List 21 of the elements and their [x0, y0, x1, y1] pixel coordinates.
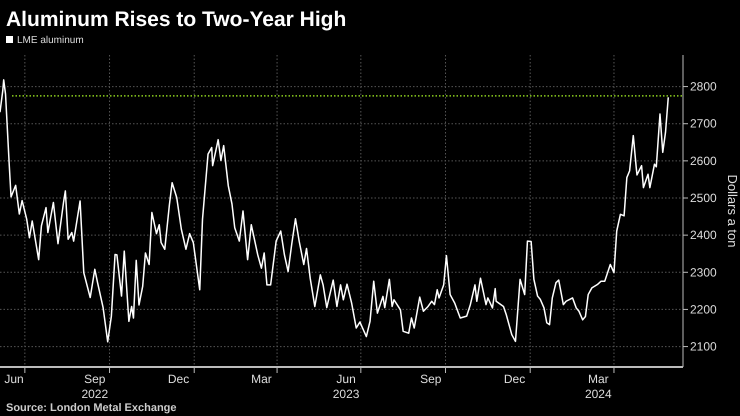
y-tick-label: 2600 — [690, 154, 718, 168]
y-tick-label: 2800 — [690, 80, 718, 94]
y-tick-label: 2500 — [690, 191, 718, 205]
x-tick-label: Sep — [420, 372, 442, 386]
x-tick-label: Jun — [4, 372, 24, 386]
y-tick-label: 2100 — [690, 340, 718, 354]
legend-label: LME aluminum — [17, 35, 84, 46]
x-tick-label: Mar — [251, 372, 272, 386]
y-tick-label: 2300 — [690, 265, 718, 280]
x-tick-label: Mar 2024 — [584, 372, 612, 401]
chart-title: Aluminum Rises to Two-Year High — [6, 8, 346, 31]
y-tick-label: 2200 — [690, 302, 718, 316]
x-tick-label: Dec — [168, 372, 190, 386]
x-tick-label: Dec — [504, 372, 526, 386]
x-tick-label: Sep 2022 — [81, 372, 108, 401]
y-tick-label: 2400 — [690, 228, 718, 242]
y-axis-title: Dollars a ton — [725, 174, 740, 248]
source-note: Source: London Metal Exchange — [6, 402, 177, 414]
line-series — [0, 79, 670, 342]
y-tick-label: 2700 — [690, 116, 718, 131]
x-tick-label: Jun 2023 — [332, 372, 360, 401]
